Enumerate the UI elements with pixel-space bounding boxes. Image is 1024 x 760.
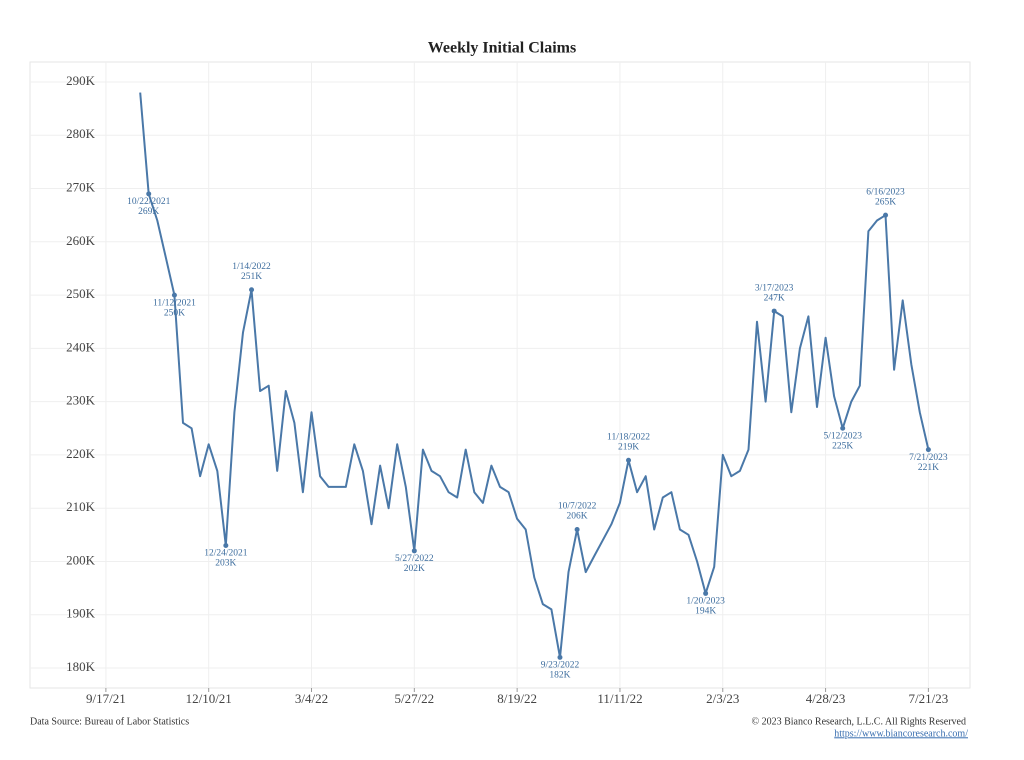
annotation-date: 5/12/2023 [823, 431, 862, 441]
x-tick-label: 5/27/22 [394, 691, 434, 706]
x-tick-label: 8/19/22 [497, 691, 537, 706]
annotation-date: 1/14/2022 [232, 262, 271, 272]
annotation-value: 247K [764, 293, 785, 303]
y-tick-label: 280K [66, 126, 96, 141]
data-point [771, 308, 777, 314]
x-tick-label: 9/17/21 [86, 691, 126, 706]
annotation-date: 12/24/2021 [204, 549, 248, 559]
annotation-value: 251K [241, 272, 262, 282]
copyright-note: © 2023 Bianco Research, L.L.C. All Right… [751, 716, 966, 727]
annotation-value: 269K [138, 207, 159, 217]
data-point [626, 457, 632, 463]
data-point [557, 654, 563, 660]
plot-area [29, 61, 971, 689]
annotation-value: 225K [832, 441, 853, 451]
data-point [411, 548, 417, 554]
annotation-value: 194K [695, 607, 716, 617]
x-tick-label: 7/21/23 [909, 691, 949, 706]
y-tick-label: 220K [66, 446, 96, 461]
annotation-date: 11/18/2022 [607, 432, 650, 442]
annotation-value: 203K [215, 559, 236, 569]
annotation-value: 221K [918, 463, 939, 473]
data-point [223, 542, 229, 548]
data-point [146, 191, 152, 197]
annotation-value: 219K [618, 442, 639, 452]
data-point [840, 425, 846, 431]
y-tick-label: 240K [66, 339, 96, 354]
x-tick-label: 11/11/22 [597, 691, 642, 706]
y-tick-label: 180K [66, 659, 96, 674]
chart-title: Weekly Initial Claims [428, 40, 576, 57]
annotation-date: 1/20/2023 [686, 597, 725, 607]
source-note: Data Source: Bureau of Labor Statistics [30, 716, 189, 727]
annotation-date: 7/21/2023 [909, 453, 948, 463]
y-tick-label: 210K [66, 499, 96, 514]
annotation-value: 265K [875, 197, 896, 207]
data-point [574, 527, 580, 533]
annotation-date: 5/27/2022 [395, 554, 434, 564]
annotation-value: 206K [567, 512, 588, 522]
x-tick-label: 4/28/23 [806, 691, 846, 706]
annotation-date: 10/22/2021 [127, 197, 171, 207]
annotation-date: 6/16/2023 [866, 187, 905, 197]
data-point [703, 590, 709, 596]
y-tick-label: 190K [66, 606, 96, 621]
data-point [249, 287, 255, 293]
series-line [139, 92, 930, 659]
annotation-date: 11/12/2021 [153, 298, 196, 308]
x-tick-label: 12/10/21 [186, 691, 232, 706]
website-link[interactable]: https://www.biancoresearch.com/ [834, 728, 968, 739]
data-point [925, 447, 931, 453]
y-tick-label: 250K [66, 286, 96, 301]
annotation-value: 250K [164, 308, 185, 318]
annotation-date: 9/23/2022 [541, 661, 580, 671]
y-tick-label: 200K [66, 552, 96, 567]
y-tick-label: 260K [66, 233, 96, 248]
x-tick-label: 2/3/23 [706, 691, 739, 706]
y-tick-label: 270K [66, 180, 96, 195]
y-tick-label: 290K [66, 73, 96, 88]
annotation-value: 182K [549, 671, 570, 681]
data-point [883, 212, 889, 218]
annotation-value: 202K [404, 564, 425, 574]
x-tick-label: 3/4/22 [295, 691, 328, 706]
annotation-date: 3/17/2023 [755, 283, 794, 293]
y-tick-label: 230K [66, 393, 96, 408]
data-point [171, 292, 177, 298]
annotation-date: 10/7/2022 [558, 502, 597, 512]
